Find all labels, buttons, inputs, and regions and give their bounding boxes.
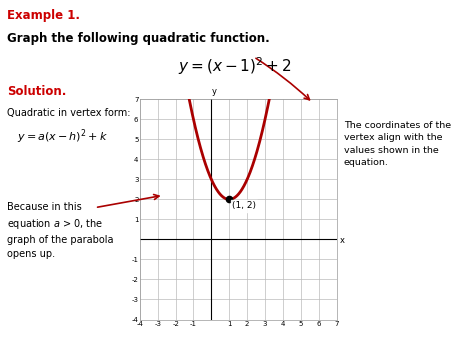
Text: $y = a(x-h)^2+k$: $y = a(x-h)^2+k$	[17, 128, 108, 146]
Text: Example 1.: Example 1.	[7, 9, 80, 22]
Text: The coordinates of the
vertex align with the
values shown in the
equation.: The coordinates of the vertex align with…	[344, 121, 451, 167]
Text: Because in this
equation $a$ > 0, the
graph of the parabola
opens up.: Because in this equation $a$ > 0, the gr…	[7, 202, 114, 260]
Text: y: y	[211, 87, 217, 97]
Text: (1, 2): (1, 2)	[232, 201, 256, 211]
Text: $y = (x-1)^2 + 2$: $y = (x-1)^2 + 2$	[178, 55, 292, 77]
Text: Quadratic in vertex form:: Quadratic in vertex form:	[7, 108, 131, 118]
Text: Graph the following quadratic function.: Graph the following quadratic function.	[7, 32, 270, 45]
Text: x: x	[340, 236, 345, 245]
Text: Solution.: Solution.	[7, 85, 66, 98]
